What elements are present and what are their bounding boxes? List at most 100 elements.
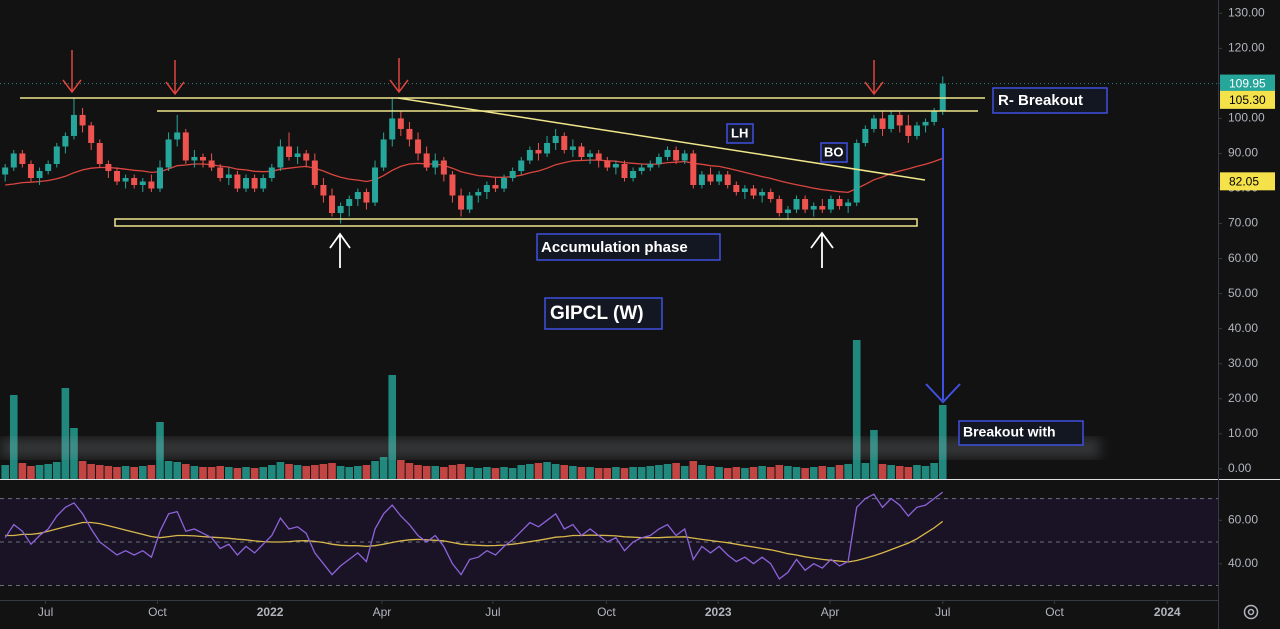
x-tick-label: Apr: [373, 605, 392, 619]
candle-body: [612, 163, 619, 168]
candle-body: [698, 174, 705, 186]
volume-bar: [457, 464, 465, 479]
volume-bar: [560, 465, 569, 479]
volume-bar: [104, 466, 113, 479]
candle-body: [415, 139, 422, 154]
volume-bar: [147, 465, 156, 479]
settings-icon[interactable]: [1243, 604, 1259, 620]
volume-bar: [534, 463, 543, 479]
candle-body: [277, 146, 284, 168]
candle-body: [870, 118, 877, 129]
volume-bar: [285, 464, 293, 479]
candle-body: [406, 128, 413, 140]
candle-body: [243, 178, 250, 189]
volume-bar: [491, 468, 500, 479]
candle-body: [380, 139, 387, 168]
candle-body: [268, 167, 275, 179]
candle-body: [27, 163, 34, 179]
candle-body: [733, 185, 740, 193]
candle-body: [225, 174, 232, 179]
volume-bar: [698, 465, 706, 479]
volume-bar: [921, 466, 930, 479]
candle-body: [845, 202, 852, 207]
volume-bar: [732, 467, 741, 479]
volume-bar: [190, 466, 199, 479]
candle-body: [673, 149, 680, 161]
volume-bar: [637, 467, 646, 479]
candle-body: [294, 153, 301, 157]
note: BO: [824, 144, 844, 159]
volume-bar: [801, 468, 809, 479]
candle-body: [466, 195, 473, 210]
candle-body: [191, 156, 198, 161]
volume-bar: [646, 466, 655, 479]
candle-body: [647, 163, 654, 168]
candle-body: [337, 206, 344, 214]
candle-body: [363, 192, 370, 203]
candle-body: [810, 206, 817, 210]
price-label-box: [1220, 90, 1275, 109]
rsi-tick-label: 60.00: [1228, 512, 1258, 526]
volume-bar: [293, 465, 302, 479]
volume-bar: [818, 466, 827, 479]
y-tick-label: 0.00: [1228, 461, 1252, 475]
volume-bar: [52, 462, 61, 479]
volume-bar: [689, 461, 698, 479]
candle-body: [286, 146, 293, 157]
candle-body: [36, 170, 43, 179]
candle-body: [311, 160, 318, 186]
volume-bar: [242, 467, 250, 479]
volume-bar: [422, 466, 431, 479]
volume-bar: [371, 461, 379, 479]
candle-body: [655, 156, 662, 164]
volume-bar: [388, 375, 397, 479]
volume-bar: [1, 465, 9, 479]
candle-body: [440, 160, 447, 175]
y-tick-label: 70.00: [1228, 216, 1258, 230]
candle-body: [802, 199, 809, 210]
candle-body: [2, 167, 9, 175]
candle-body: [397, 118, 404, 129]
candle-body: [45, 163, 52, 171]
settings-icon[interactable]: [1243, 604, 1259, 620]
candle-body: [664, 149, 671, 157]
volume-bar: [268, 465, 276, 479]
y-tick-label: 120.00: [1228, 41, 1265, 55]
price-label: 82.05: [1229, 175, 1259, 189]
volume-bar: [397, 460, 405, 479]
volume-bar: [904, 467, 913, 479]
settings-icon-core[interactable]: [1247, 608, 1255, 616]
volume-bar: [706, 466, 715, 479]
price-label: 109.95: [1229, 77, 1266, 91]
candle-body: [681, 153, 688, 161]
candle-body: [217, 167, 224, 179]
volume-bar: [405, 463, 414, 479]
y-tick-label: 20.00: [1228, 391, 1258, 405]
note-box: [992, 87, 1108, 114]
volume-bar: [835, 465, 844, 479]
volume-bar: [181, 464, 190, 479]
down-arrows: [62, 50, 884, 96]
volume-bar: [233, 468, 242, 479]
rsi-pane: [0, 491, 1218, 586]
note: Accumulation phase: [541, 239, 688, 256]
candle-body: [569, 146, 576, 150]
volume-bar: [603, 468, 612, 479]
x-tick-label: Jul: [38, 605, 53, 619]
note: Breakout with: [963, 424, 1056, 440]
volume-bar: [250, 468, 259, 479]
drawings: R- Breakout LH BO Accumulation phase GIP…: [20, 50, 1108, 446]
volume-bar: [130, 467, 138, 479]
candle-body: [148, 181, 155, 189]
candle-body: [509, 170, 516, 179]
candle-body: [389, 118, 396, 140]
volume-bar: [543, 462, 551, 479]
candle-body: [10, 153, 17, 168]
x-tick-label: Jul: [935, 605, 950, 619]
candle-body: [827, 199, 834, 210]
candle-body: [200, 156, 206, 161]
x-tick-label: 2023: [705, 605, 732, 619]
candle-body: [913, 125, 920, 136]
volume-bar: [517, 465, 526, 479]
candle-body: [483, 185, 490, 193]
